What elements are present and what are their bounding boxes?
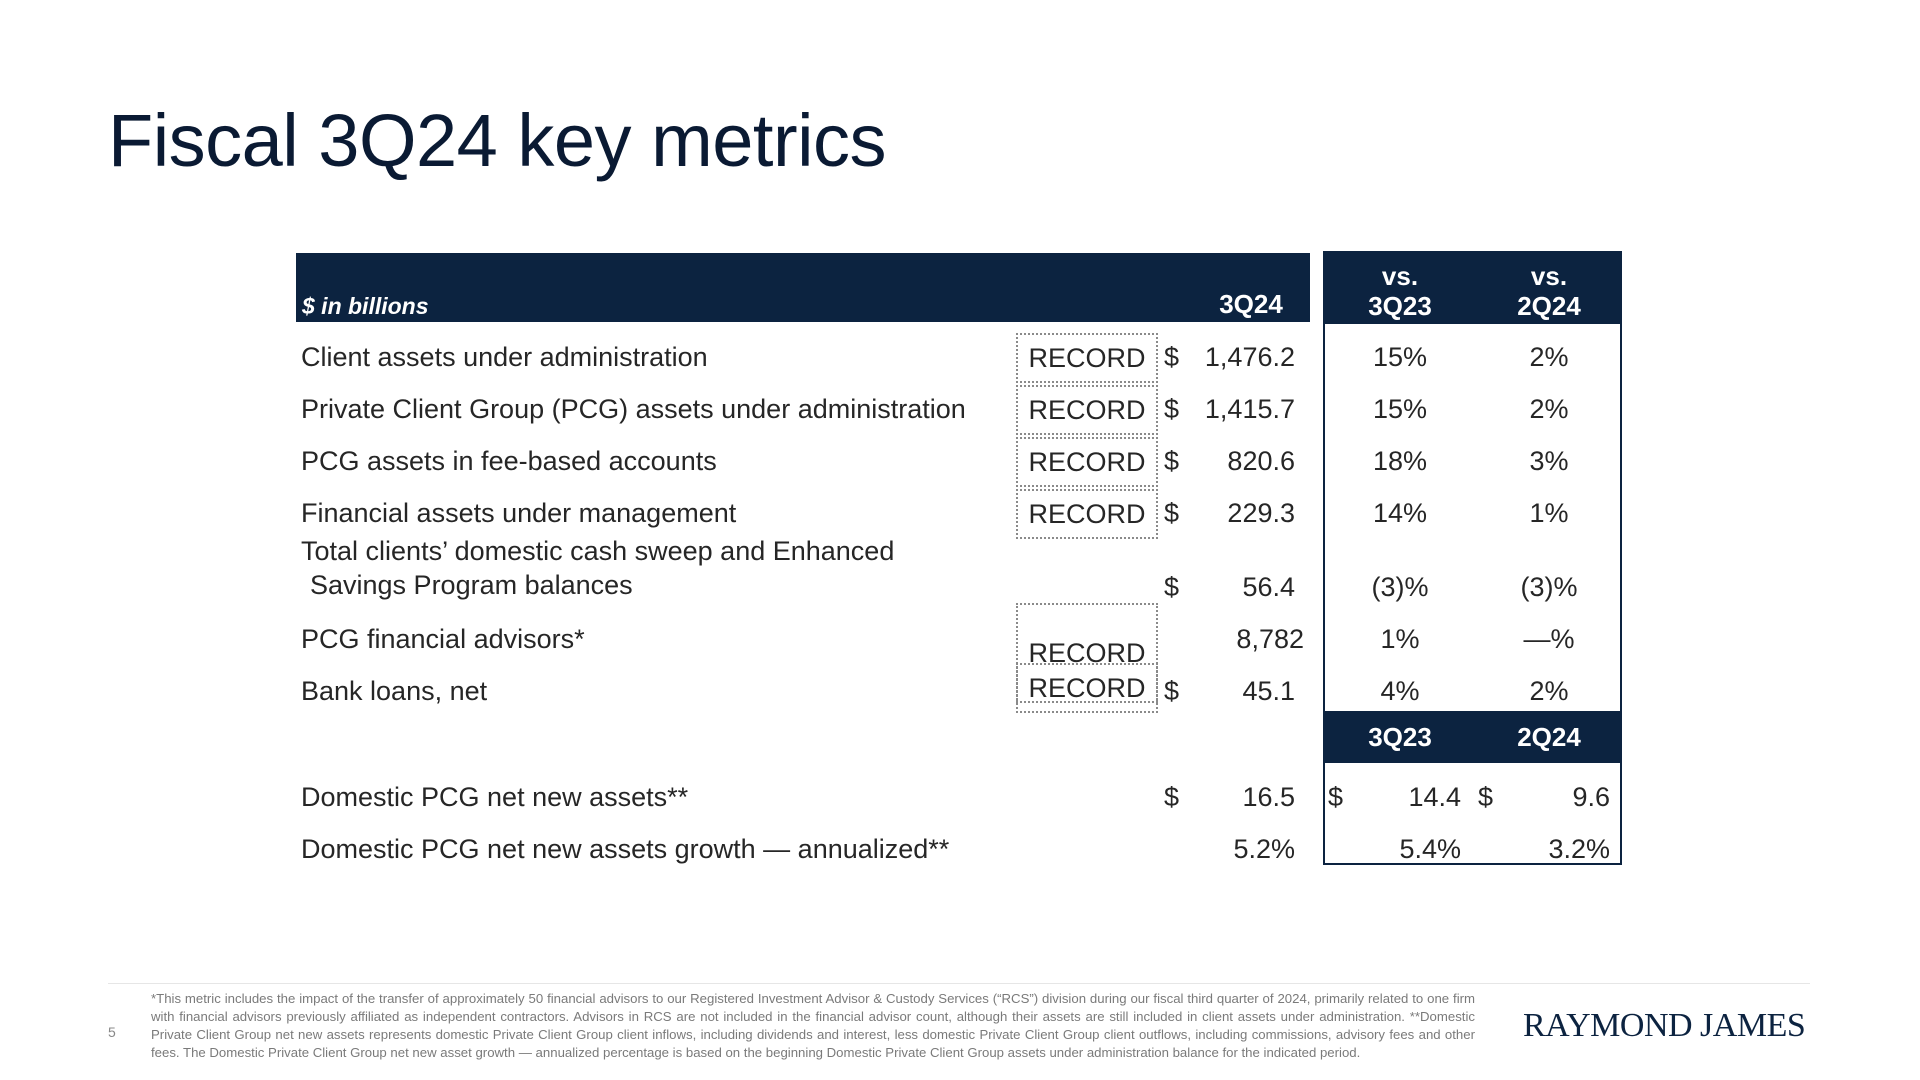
value-3q23: 5.4% [1399, 834, 1461, 864]
record-badge: RECORD [1016, 489, 1158, 539]
row-label: Bank loans, net [301, 676, 488, 706]
row-label: Financial assets under management [301, 498, 737, 528]
value-3q24: 56.4 [1242, 572, 1295, 602]
dollar-sign: $ [1164, 498, 1180, 528]
dollar-sign: $ [1164, 394, 1180, 424]
column-header-3q23: 3Q23 [1368, 722, 1432, 752]
footnote: *This metric includes the impact of the … [151, 991, 1475, 1060]
value-3q24: 16.5 [1242, 782, 1295, 812]
value-vs-3q23: 18% [1372, 446, 1428, 476]
value-vs-2q24: (3)% [1520, 572, 1578, 602]
dollar-sign: $ [1328, 782, 1344, 812]
dollar-sign: $ [1164, 342, 1180, 372]
page-title: Fiscal 3Q24 key metrics [108, 99, 887, 182]
period-label: 2Q24 [1517, 291, 1581, 321]
row-label: Domestic PCG net new assets** [301, 782, 689, 812]
column-header-vs-2q24: vs. 2Q24 [1474, 261, 1624, 321]
row-label-line2: Savings Program balances [310, 570, 633, 600]
dollar-sign: $ [1164, 676, 1180, 706]
value-vs-3q23: 15% [1372, 394, 1428, 424]
row-label: Private Client Group (PCG) assets under … [301, 394, 966, 424]
footer-divider [108, 983, 1810, 984]
record-badge: RECORD [1016, 385, 1158, 435]
value-vs-2q24: 1% [1529, 498, 1569, 528]
column-header-3q24: 3Q24 [1219, 289, 1283, 319]
value-3q24: 1,476.2 [1204, 342, 1295, 372]
page-number: 5 [108, 1024, 116, 1040]
value-2q24: 9.6 [1572, 782, 1610, 812]
dollar-sign: $ [1164, 446, 1180, 476]
dollar-sign: $ [1164, 572, 1180, 602]
value-vs-3q23: (3)% [1371, 572, 1429, 602]
value-vs-3q23: 15% [1372, 342, 1428, 372]
record-badge: RECORD [1016, 663, 1158, 713]
record-badge: RECORD [1016, 437, 1158, 487]
value-2q24: 3.2% [1548, 834, 1610, 864]
row-label-line1: Total clients’ domestic cash sweep and E… [301, 536, 895, 566]
units-label: $ in billions [302, 293, 429, 319]
vs-label: vs. [1381, 261, 1419, 291]
value-vs-2q24: 2% [1529, 342, 1569, 372]
comparison-header: vs. 3Q23 vs. 2Q24 [1325, 253, 1620, 324]
table-header-bar: $ in billions 3Q24 [296, 253, 1310, 322]
value-3q23: 14.4 [1408, 782, 1461, 812]
column-header-2q24: 2Q24 [1517, 722, 1581, 752]
period-header: 3Q23 2Q24 [1325, 711, 1620, 763]
vs-label: vs. [1530, 261, 1568, 291]
dollar-sign: $ [1478, 782, 1494, 812]
row-label: Domestic PCG net new assets growth — ann… [301, 834, 950, 864]
period-label: 3Q23 [1368, 291, 1432, 321]
comparison-box: vs. 3Q23 vs. 2Q24 3Q23 2Q24 [1323, 251, 1622, 865]
value-vs-2q24: —% [1523, 624, 1575, 654]
value-3q24: 8,782 [1236, 624, 1304, 654]
value-vs-2q24: 3% [1529, 446, 1569, 476]
value-vs-2q24: 2% [1529, 676, 1569, 706]
raymond-james-logo: RAYMOND JAMES [1523, 1007, 1806, 1044]
row-label: Client assets under administration [301, 342, 708, 372]
value-3q24: 45.1 [1242, 676, 1295, 706]
value-3q24: 5.2% [1233, 834, 1295, 864]
dollar-sign: $ [1164, 782, 1180, 812]
value-vs-3q23: 14% [1372, 498, 1428, 528]
row-label: PCG assets in fee-based accounts [301, 446, 717, 476]
row-label: PCG financial advisors* [301, 624, 585, 654]
value-3q24: 1,415.7 [1204, 394, 1295, 424]
value-vs-3q23: 1% [1380, 624, 1420, 654]
value-vs-3q23: 4% [1380, 676, 1420, 706]
record-badge: RECORD [1016, 333, 1158, 383]
value-3q24: 820.6 [1227, 446, 1295, 476]
value-vs-2q24: 2% [1529, 394, 1569, 424]
value-3q24: 229.3 [1227, 498, 1295, 528]
column-header-vs-3q23: vs. 3Q23 [1325, 261, 1475, 321]
